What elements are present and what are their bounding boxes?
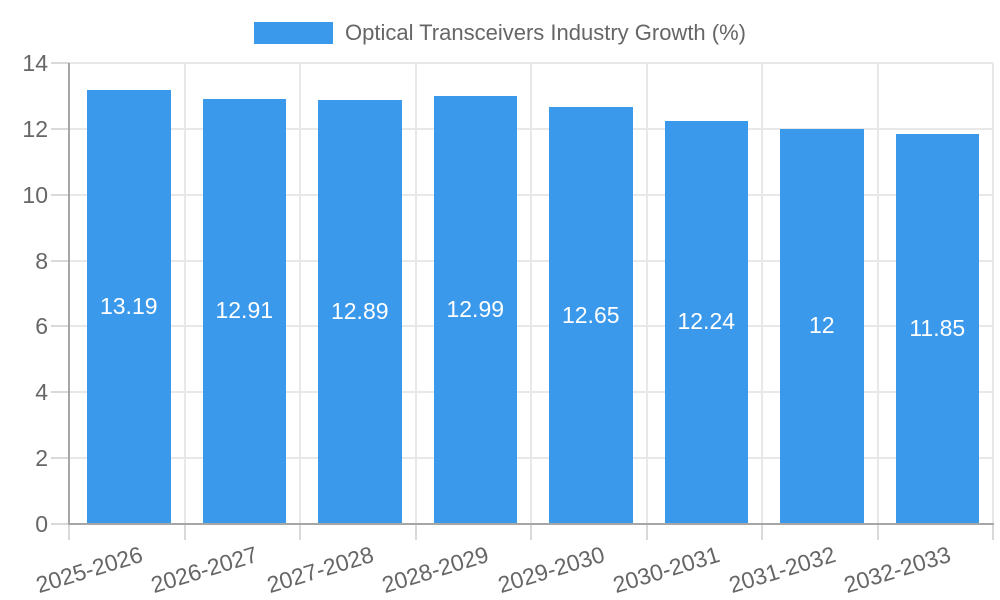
x-tick-label: 2027-2028 — [263, 541, 377, 599]
bar[interactable]: 12.65 — [549, 107, 633, 523]
gridline-v — [530, 63, 532, 524]
y-tick-label: 8 — [35, 247, 48, 274]
y-axis-tick — [51, 325, 69, 328]
x-axis-tick — [183, 524, 186, 540]
y-tick-label: 4 — [35, 379, 48, 406]
bar[interactable]: 11.85 — [895, 133, 979, 523]
bar-value-label: 12.89 — [330, 297, 389, 324]
x-tick-label: 2025-2026 — [32, 541, 146, 599]
legend-swatch — [253, 22, 333, 44]
y-tick-label: 0 — [35, 511, 48, 537]
y-axis-tick — [51, 62, 69, 64]
bar-value-label: 11.85 — [909, 314, 966, 341]
x-tick-label: 2031-2032 — [725, 541, 839, 599]
y-axis-tick — [51, 259, 69, 262]
bar[interactable]: 12.24 — [664, 120, 748, 523]
x-tick-label: 2026-2027 — [148, 541, 261, 599]
x-axis-line — [68, 523, 994, 525]
y-tick-label: 14 — [22, 50, 48, 76]
gridline-v — [414, 63, 417, 524]
x-axis-tick — [645, 524, 648, 540]
x-tick-label: 2028-2029 — [379, 541, 492, 599]
x-axis-tick — [414, 524, 417, 540]
bar-value-label: 13.19 — [99, 292, 158, 319]
y-axis-tick — [51, 391, 69, 394]
legend-item[interactable]: Optical Transceivers Industry Growth (%) — [0, 20, 1000, 46]
gridline-v — [183, 63, 186, 524]
x-axis-tick — [761, 524, 763, 540]
gridline-v — [992, 63, 994, 524]
x-axis-tick — [299, 524, 301, 540]
y-tick-label: 12 — [22, 115, 48, 142]
bar[interactable]: 12.99 — [433, 96, 517, 523]
legend-label: Optical Transceivers Industry Growth (%) — [344, 20, 746, 45]
x-tick-label: 2032-2033 — [841, 541, 954, 599]
y-tick-label: 10 — [22, 181, 48, 208]
x-tick-label: 2030-2031 — [610, 541, 723, 599]
x-axis-tick — [68, 524, 70, 540]
gridline-v — [299, 63, 301, 524]
bar[interactable]: 12.89 — [318, 99, 402, 523]
bar-value-label: 12 — [808, 312, 835, 339]
y-tick-label: 6 — [35, 313, 48, 340]
bar-value-label: 12.99 — [446, 296, 505, 323]
y-axis-tick — [51, 457, 69, 460]
x-tick-label: 2029-2030 — [494, 541, 608, 599]
bar[interactable]: 12 — [780, 128, 864, 523]
y-axis-tick — [51, 127, 69, 130]
bar[interactable]: 13.19 — [87, 89, 171, 523]
x-axis-tick — [992, 524, 994, 540]
gridline-v — [761, 63, 763, 524]
bar[interactable]: 12.91 — [202, 98, 286, 523]
bar-value-label: 12.91 — [215, 297, 274, 324]
x-axis-tick — [876, 524, 879, 540]
bar-value-label: 12.24 — [677, 308, 736, 335]
bar-value-label: 12.65 — [561, 301, 620, 328]
x-axis-tick — [530, 524, 532, 540]
y-tick-label: 2 — [35, 445, 48, 472]
gridline-v — [645, 63, 648, 524]
y-axis-tick — [51, 523, 69, 525]
y-axis-tick — [51, 193, 69, 196]
y-axis-line — [68, 63, 70, 524]
gridline-v — [876, 63, 879, 524]
